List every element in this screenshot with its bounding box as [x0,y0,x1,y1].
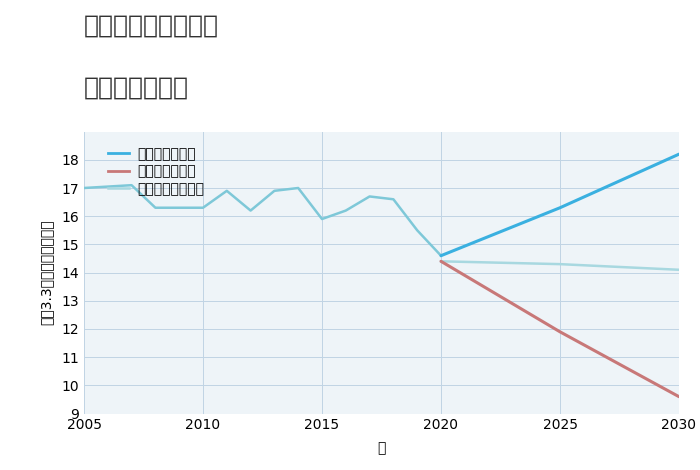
Text: 土地の価格推移: 土地の価格推移 [84,75,189,99]
Legend: グッドシナリオ, バッドシナリオ, ノーマルシナリオ: グッドシナリオ, バッドシナリオ, ノーマルシナリオ [103,141,210,202]
Text: 埼玉県羽生市北袋の: 埼玉県羽生市北袋の [84,14,219,38]
X-axis label: 年: 年 [377,441,386,455]
Y-axis label: 平（3.3㎡）単価（万円）: 平（3.3㎡）単価（万円） [39,220,53,325]
